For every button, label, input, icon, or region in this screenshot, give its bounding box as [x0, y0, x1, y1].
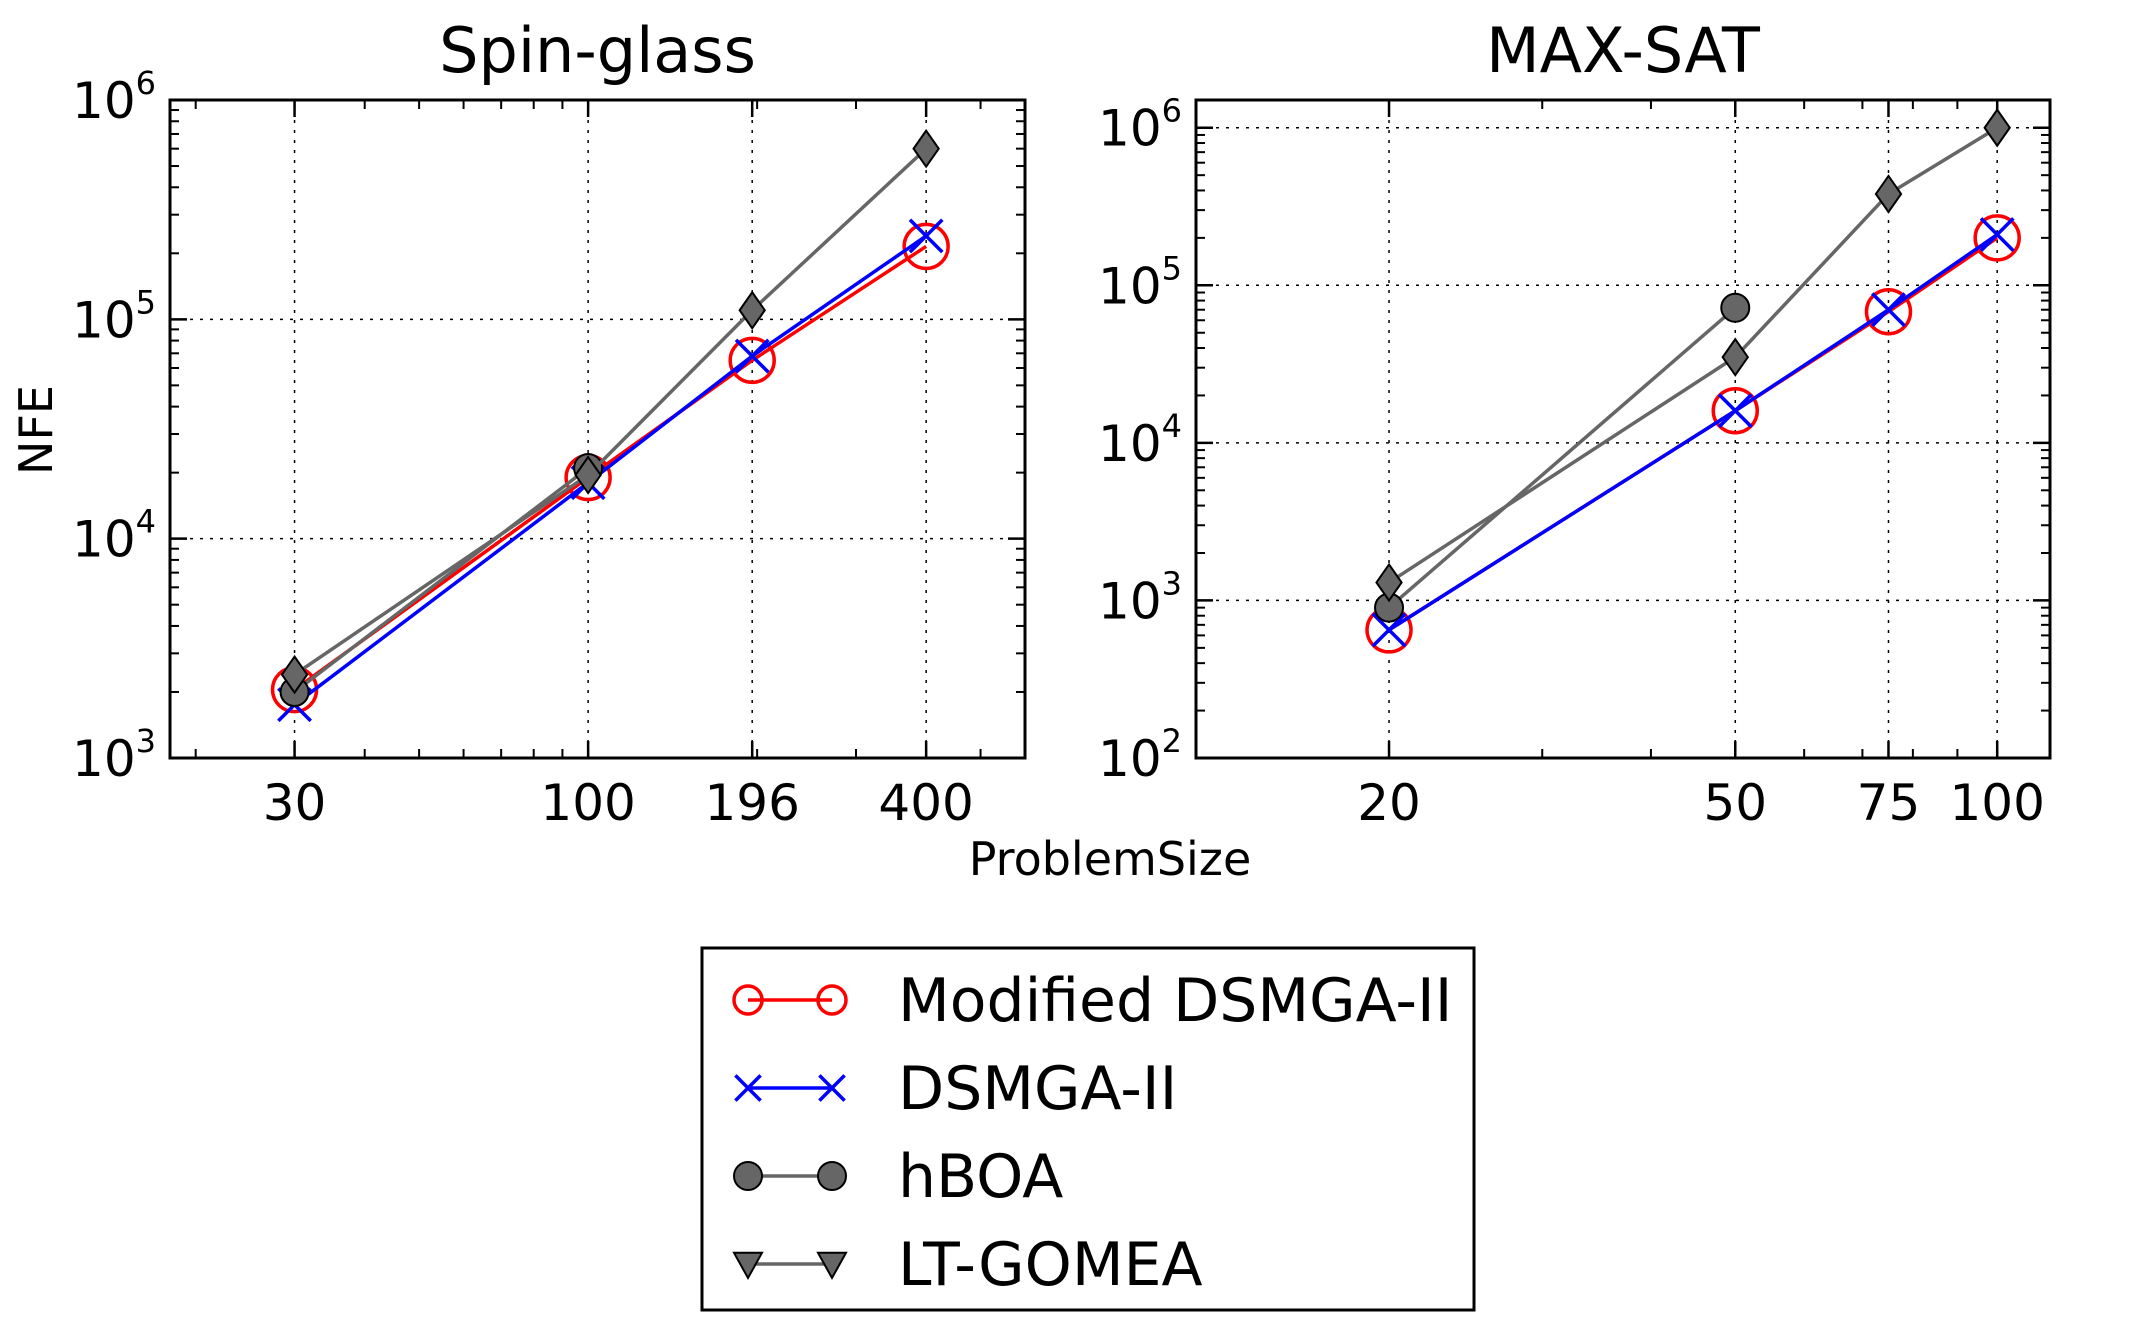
y-tick-exponent: 2	[1162, 722, 1182, 760]
data-point-lt-gomea	[574, 455, 602, 495]
y-tick-label: 102	[1098, 722, 1182, 788]
series-line-modified-dsmga-ii	[293, 244, 928, 692]
data-point-dsmga-ii	[1871, 292, 1906, 328]
data-point-dsmga-ii	[1979, 217, 2015, 252]
y-tick-base: 10	[72, 291, 136, 349]
x-axis-label: ProblemSize	[969, 832, 1252, 886]
legend-marker	[732, 1251, 764, 1281]
series-dsmga-ii	[1371, 217, 2015, 648]
legend-marker	[733, 1161, 763, 1191]
y-tick-exponent: 4	[1162, 407, 1182, 445]
data-point-dsmga-ii	[908, 218, 944, 254]
legend-entry-dsmga-ii: DSMGA-II	[734, 1054, 1177, 1124]
x-tick-label: 20	[1357, 774, 1421, 832]
y-tick-base: 10	[72, 511, 136, 569]
data-point-modified-dsmga-ii	[728, 336, 776, 385]
x-tick-label: 50	[1703, 774, 1767, 832]
data-point-hboa	[1720, 292, 1751, 323]
data-point-dsmga-ii	[734, 338, 770, 374]
grid	[1196, 100, 2050, 758]
data-point-modified-dsmga-ii	[1864, 287, 1913, 336]
panel-title: MAX-SAT	[1486, 14, 1761, 87]
legend-marker	[818, 1074, 846, 1102]
data-point-modified-dsmga-ii	[1711, 386, 1760, 435]
y-tick-label: 103	[1098, 564, 1182, 630]
data-point-lt-gomea	[1721, 337, 1750, 377]
series-line-dsmga-ii	[1388, 233, 1999, 632]
y-tick-base: 10	[1098, 100, 1162, 158]
legend-label: Modified DSMGA-II	[898, 966, 1452, 1036]
data-point-lt-gomea	[280, 654, 309, 695]
legend-label: hBOA	[898, 1142, 1063, 1212]
legend-marker	[816, 1251, 848, 1281]
series-line-hboa	[293, 466, 590, 694]
y-tick-label: 105	[1098, 249, 1182, 315]
series-lt-gomea	[280, 128, 940, 695]
y-tick-exponent: 5	[1162, 249, 1182, 287]
y-tick-exponent: 3	[136, 722, 156, 760]
legend-entry-lt-gomea: LT-GOMEA	[732, 1230, 1203, 1300]
y-tick-label: 103	[72, 722, 156, 788]
series-lt-gomea	[1375, 108, 2012, 603]
x-tick-label: 30	[263, 774, 327, 832]
data-point-lt-gomea	[1874, 174, 1903, 214]
data-point-lt-gomea	[1375, 562, 1403, 603]
data-point-modified-dsmga-ii	[1973, 214, 2021, 262]
y-tick-exponent: 3	[1162, 564, 1182, 602]
y-tick-exponent: 6	[136, 64, 156, 102]
legend-marker	[816, 984, 848, 1016]
x-tick-label: 100	[1949, 774, 2044, 832]
legend-label: LT-GOMEA	[898, 1230, 1203, 1300]
data-point-lt-gomea	[1983, 108, 2012, 148]
series-hboa	[279, 452, 604, 707]
data-point-lt-gomea	[912, 128, 940, 169]
data-point-modified-dsmga-ii	[902, 222, 950, 271]
data-point-dsmga-ii	[1717, 393, 1753, 429]
legend-marker	[817, 1161, 847, 1191]
x-tick-label: 196	[704, 774, 799, 832]
y-tick-label: 104	[72, 503, 156, 569]
y-tick-label: 106	[72, 64, 156, 130]
legend: Modified DSMGA-II DSMGA-II hBOA LT-GOMEA	[700, 946, 1476, 1312]
x-tick-label: 400	[878, 774, 973, 832]
y-tick-base: 10	[1098, 572, 1162, 630]
y-tick-label: 105	[72, 283, 156, 349]
y-tick-label: 106	[1098, 92, 1182, 158]
y-tick-base: 10	[1098, 730, 1162, 788]
data-point-dsmga-ii	[1371, 612, 1407, 648]
series-modified-dsmga-ii	[270, 222, 950, 714]
y-tick-base: 10	[72, 72, 136, 130]
y-tick-base: 10	[1098, 415, 1162, 473]
plot-frame	[168, 98, 1027, 760]
y-tick-base: 10	[72, 730, 136, 788]
plot-frame	[1194, 98, 2052, 760]
y-axis-label: NFE	[9, 385, 63, 475]
legend-marker	[732, 984, 764, 1016]
x-tick-label: 100	[540, 774, 635, 832]
minor-ticks	[170, 100, 1025, 758]
legend-frame	[700, 946, 1476, 1312]
legend-entry-modified-dsmga-ii: Modified DSMGA-II	[732, 966, 1452, 1036]
series-hboa	[1374, 292, 1751, 623]
y-tick-base: 10	[1098, 257, 1162, 315]
y-tick-exponent: 5	[136, 283, 156, 321]
data-point-lt-gomea	[738, 290, 767, 330]
series-line-hboa	[1387, 306, 1737, 609]
y-tick-label: 104	[1098, 407, 1182, 473]
legend-label: DSMGA-II	[898, 1054, 1177, 1124]
legend-marker	[734, 1074, 762, 1102]
series-line-lt-gomea	[293, 147, 928, 677]
y-tick-exponent: 6	[1162, 92, 1182, 130]
grid	[170, 100, 1025, 758]
y-tick-exponent: 4	[136, 503, 156, 541]
series-line-lt-gomea	[1388, 126, 1999, 584]
panel-title: Spin-glass	[439, 14, 756, 87]
legend-entry-hboa: hBOA	[733, 1142, 1063, 1212]
x-tick-label: 75	[1857, 774, 1921, 832]
series-modified-dsmga-ii	[1365, 214, 2021, 654]
series-line-dsmga-ii	[293, 234, 928, 707]
